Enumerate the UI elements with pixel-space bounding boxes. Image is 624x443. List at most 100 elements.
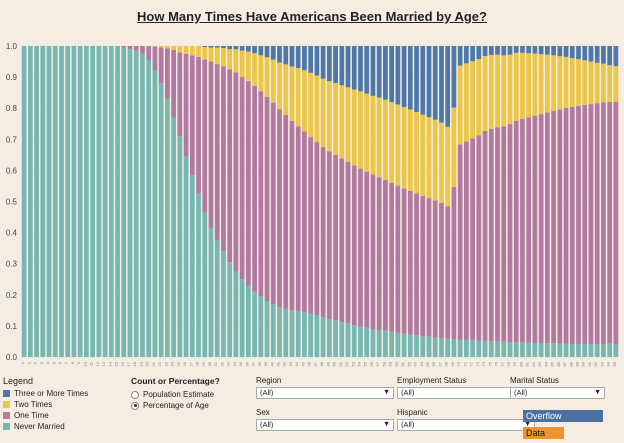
overflow-button[interactable]: Overflow	[523, 410, 603, 422]
x-tick-label: 79	[512, 361, 517, 366]
bar-one	[171, 50, 176, 118]
bar-one	[264, 97, 270, 302]
bar-three_or_more	[594, 46, 600, 63]
bar-one	[183, 53, 189, 157]
bar-two	[221, 48, 226, 67]
bar-one	[476, 135, 482, 341]
bar-three_or_more	[246, 46, 251, 52]
bar-three_or_more	[526, 46, 532, 54]
x-tick-label: 19	[138, 361, 143, 366]
bar-one	[451, 186, 457, 340]
y-axis: 0.0 0.1 0.2 0.3 0.4 0.5 0.6 0.7 0.8 0.9 1.0	[6, 42, 18, 362]
bar-two	[389, 101, 394, 183]
bar-two	[345, 87, 351, 162]
bar-two	[196, 46, 201, 57]
bar-three_or_more	[270, 46, 276, 60]
bar-never	[320, 317, 326, 357]
bar-two	[202, 46, 208, 60]
bar-three_or_more	[264, 46, 270, 58]
radio-button[interactable]	[131, 390, 139, 399]
bar-three_or_more	[364, 46, 370, 94]
y-tick-label: 0.9	[6, 73, 18, 82]
bar-two	[370, 95, 376, 175]
bar-two	[451, 107, 457, 187]
bar-never	[146, 60, 152, 357]
bar-one	[227, 69, 233, 263]
data-button[interactable]: Data	[523, 427, 564, 439]
bar-one	[563, 107, 569, 344]
bar-never	[439, 338, 444, 357]
x-tick-label: 26	[182, 361, 187, 366]
bar-two	[227, 49, 233, 70]
x-tick-label: 70	[456, 361, 461, 366]
bar-never	[457, 339, 463, 357]
bar-three_or_more	[239, 46, 245, 51]
bar-never	[582, 343, 588, 357]
bar-two	[445, 126, 451, 207]
bar-one	[526, 117, 532, 343]
bar-one	[420, 195, 426, 337]
bar-never	[588, 344, 594, 357]
x-tick-label: 80	[518, 361, 523, 366]
bar-two	[214, 47, 220, 65]
legend-item-three-or-more[interactable]: Three or More Times	[3, 388, 88, 399]
x-tick-label: 54	[356, 361, 361, 366]
bar-three_or_more	[582, 46, 588, 61]
bar-three_or_more	[283, 46, 289, 65]
x-tick-label: 71	[462, 361, 467, 366]
x-tick-label: 81	[525, 361, 530, 366]
bar-never	[401, 333, 407, 357]
x-tick-label: 55	[363, 361, 368, 366]
bar-never	[283, 308, 289, 357]
radio-population-estimate[interactable]: Population Estimate	[131, 389, 220, 400]
x-tick-label: 29	[201, 361, 206, 366]
x-tick-label: 37	[251, 361, 256, 366]
bar-one	[196, 56, 201, 194]
bar-two	[189, 46, 195, 56]
bar-never	[264, 301, 270, 357]
x-tick-label: 39	[263, 361, 268, 366]
bar-never	[526, 342, 532, 357]
x-tick-label: 14	[107, 361, 112, 366]
bar-two	[208, 47, 214, 62]
x-tick-label: 23	[163, 361, 168, 366]
x-tick-label: 67	[437, 361, 442, 366]
x-tick-label: 89	[575, 361, 580, 366]
bar-one	[495, 127, 500, 342]
x-tick-label: 34	[232, 361, 237, 366]
bar-one	[613, 101, 619, 345]
bar-two	[545, 54, 550, 113]
bar-two	[538, 54, 544, 115]
legend-label: Three or More Times	[14, 389, 89, 398]
legend-item-two[interactable]: Two Times	[3, 399, 88, 410]
bar-never	[221, 251, 226, 357]
bar-two	[358, 91, 363, 169]
legend-item-never[interactable]: Never Married	[3, 421, 88, 432]
radio-button-selected[interactable]	[131, 401, 139, 410]
bar-never	[563, 343, 569, 357]
bar-never	[152, 70, 158, 357]
marital-status-dropdown[interactable]: (All) ▼	[510, 387, 605, 399]
x-tick-label: 38	[257, 361, 262, 366]
legend-item-one[interactable]: One Time	[3, 410, 88, 421]
bar-one	[414, 193, 419, 336]
legend-label: Two Times	[14, 400, 53, 409]
bar-never	[96, 46, 102, 357]
bar-two	[557, 56, 563, 110]
x-tick-label: 50	[332, 361, 337, 366]
radio-percentage-of-age[interactable]: Percentage of Age	[131, 400, 220, 411]
bar-one	[320, 147, 326, 318]
bar-never	[370, 329, 376, 357]
bar-one	[351, 165, 357, 326]
bar-two	[551, 55, 556, 111]
bar-three_or_more	[308, 46, 314, 73]
bar-never	[59, 46, 64, 357]
sex-dropdown[interactable]: (All) ▼	[256, 419, 394, 431]
hispanic-dropdown[interactable]: (All) ▼	[397, 419, 535, 431]
bar-one	[258, 91, 264, 297]
bar-two	[601, 63, 606, 103]
region-dropdown[interactable]: (All) ▼	[256, 387, 394, 399]
bar-two	[165, 46, 170, 49]
x-tick-label: 91	[587, 361, 592, 366]
